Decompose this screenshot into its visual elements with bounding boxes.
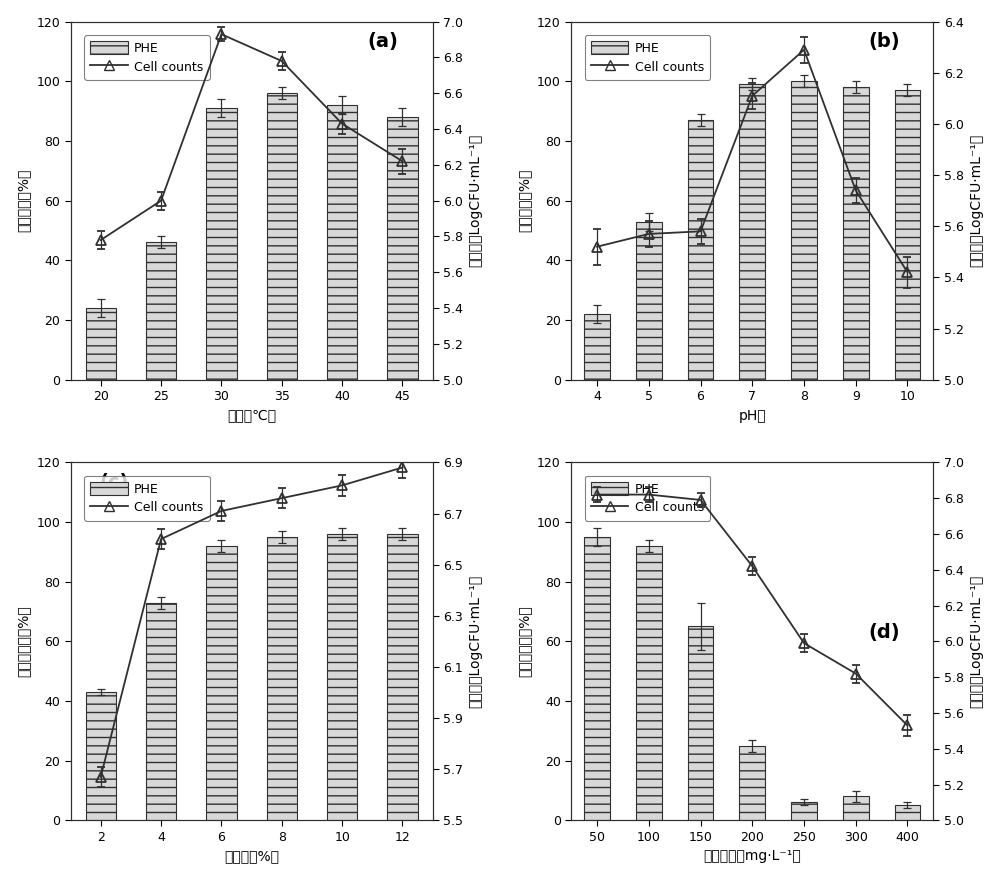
Bar bbox=[327, 106, 357, 379]
X-axis label: 温度（℃）: 温度（℃） bbox=[227, 408, 276, 422]
Bar bbox=[206, 546, 237, 820]
Legend: PHE, Cell counts: PHE, Cell counts bbox=[585, 476, 710, 521]
Bar bbox=[327, 534, 357, 820]
Bar bbox=[584, 537, 610, 820]
Bar bbox=[86, 692, 116, 820]
Legend: PHE, Cell counts: PHE, Cell counts bbox=[585, 35, 710, 80]
Bar bbox=[895, 91, 920, 379]
X-axis label: 接种量（%）: 接种量（%） bbox=[224, 849, 279, 863]
X-axis label: 菲的浓度（mg·L⁻¹）: 菲的浓度（mg·L⁻¹） bbox=[703, 849, 801, 863]
Bar bbox=[791, 803, 817, 820]
Y-axis label: 菌落数（LogCFU·mL⁻¹）: 菌落数（LogCFU·mL⁻¹） bbox=[969, 134, 983, 268]
Legend: PHE, Cell counts: PHE, Cell counts bbox=[84, 35, 210, 80]
Y-axis label: 菲降解率（%）: 菲降解率（%） bbox=[17, 169, 31, 232]
Bar bbox=[636, 222, 662, 379]
Y-axis label: 菌落数（LogCFU·mL⁻¹）: 菌落数（LogCFU·mL⁻¹） bbox=[469, 575, 483, 708]
Text: (b): (b) bbox=[868, 33, 900, 51]
Text: (d): (d) bbox=[868, 623, 900, 642]
Y-axis label: 菲降解率（%）: 菲降解率（%） bbox=[517, 169, 531, 232]
Y-axis label: 菲的降解率（%）: 菲的降解率（%） bbox=[17, 605, 31, 678]
X-axis label: pH値: pH値 bbox=[738, 408, 766, 422]
Bar bbox=[267, 537, 297, 820]
Bar bbox=[146, 603, 176, 820]
Legend: PHE, Cell counts: PHE, Cell counts bbox=[84, 476, 210, 521]
Bar bbox=[584, 314, 610, 379]
Text: (c): (c) bbox=[99, 473, 129, 492]
Bar bbox=[739, 84, 765, 379]
Bar bbox=[636, 546, 662, 820]
Bar bbox=[387, 117, 418, 379]
Y-axis label: 菌落数（LogCFU·mL⁻¹）: 菌落数（LogCFU·mL⁻¹） bbox=[469, 134, 483, 268]
Bar bbox=[86, 308, 116, 379]
Bar bbox=[895, 805, 920, 820]
Bar bbox=[387, 534, 418, 820]
Bar bbox=[843, 796, 869, 820]
Bar bbox=[146, 242, 176, 379]
Y-axis label: 菌落数（LogCFU·mL⁻¹）: 菌落数（LogCFU·mL⁻¹） bbox=[969, 575, 983, 708]
Bar bbox=[843, 87, 869, 379]
Text: (a): (a) bbox=[367, 33, 398, 51]
Y-axis label: 菲的降解率（%）: 菲的降解率（%） bbox=[517, 605, 531, 678]
Bar bbox=[688, 120, 713, 379]
Bar bbox=[206, 108, 237, 379]
Bar bbox=[739, 745, 765, 820]
Bar bbox=[688, 627, 713, 820]
Bar bbox=[267, 93, 297, 379]
Bar bbox=[791, 81, 817, 379]
